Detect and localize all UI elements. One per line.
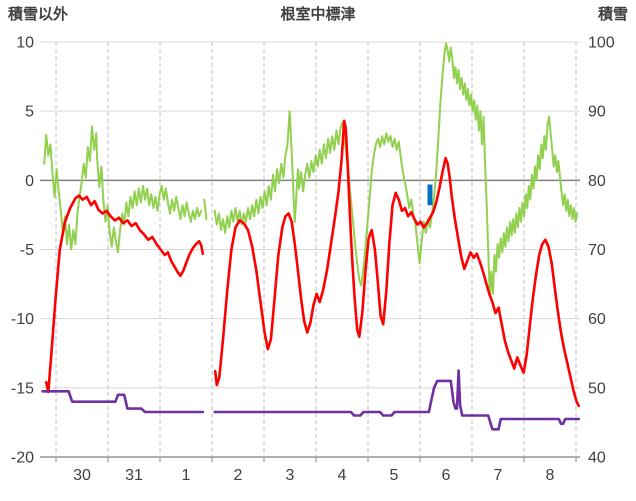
right-tick-label: 50 [588,380,606,397]
x-tick-label: 30 [73,467,91,484]
x-tick-label: 5 [390,467,399,484]
right-tick-label: 40 [588,450,606,467]
left-tick-label: 10 [16,35,34,52]
x-tick-label: 31 [125,467,143,484]
x-tick-label: 6 [442,467,451,484]
left-tick-label: -5 [20,242,34,259]
x-tick-label: 8 [546,467,555,484]
x-tick-label: 7 [494,467,503,484]
right-tick-label: 70 [588,242,606,259]
left-tick-label: 5 [25,104,34,121]
x-tick-label: 1 [182,467,191,484]
series-purple [213,369,581,431]
series-purple [41,389,205,414]
left-axis-title: 積雪以外 [8,6,69,23]
right-tick-label: 90 [588,104,606,121]
right-tick-label: 60 [588,311,606,328]
right-tick-label: 100 [588,35,615,52]
series-green [43,125,203,254]
chart-title: 根室中標津 [280,6,356,23]
series-green [203,198,208,221]
left-tick-label: -15 [11,380,34,397]
right-tick-label: 80 [588,173,606,190]
x-tick-label: 3 [286,467,295,484]
x-tick-label: 4 [338,467,347,484]
series-green [213,42,579,298]
series-red [44,194,205,394]
left-tick-label: 0 [25,173,34,190]
x-tick-label: 2 [234,467,243,484]
left-tick-label: -10 [11,311,34,328]
right-axis-title: 積雪 [597,6,628,23]
left-tick-label: -20 [11,450,34,467]
series-red [213,119,581,408]
